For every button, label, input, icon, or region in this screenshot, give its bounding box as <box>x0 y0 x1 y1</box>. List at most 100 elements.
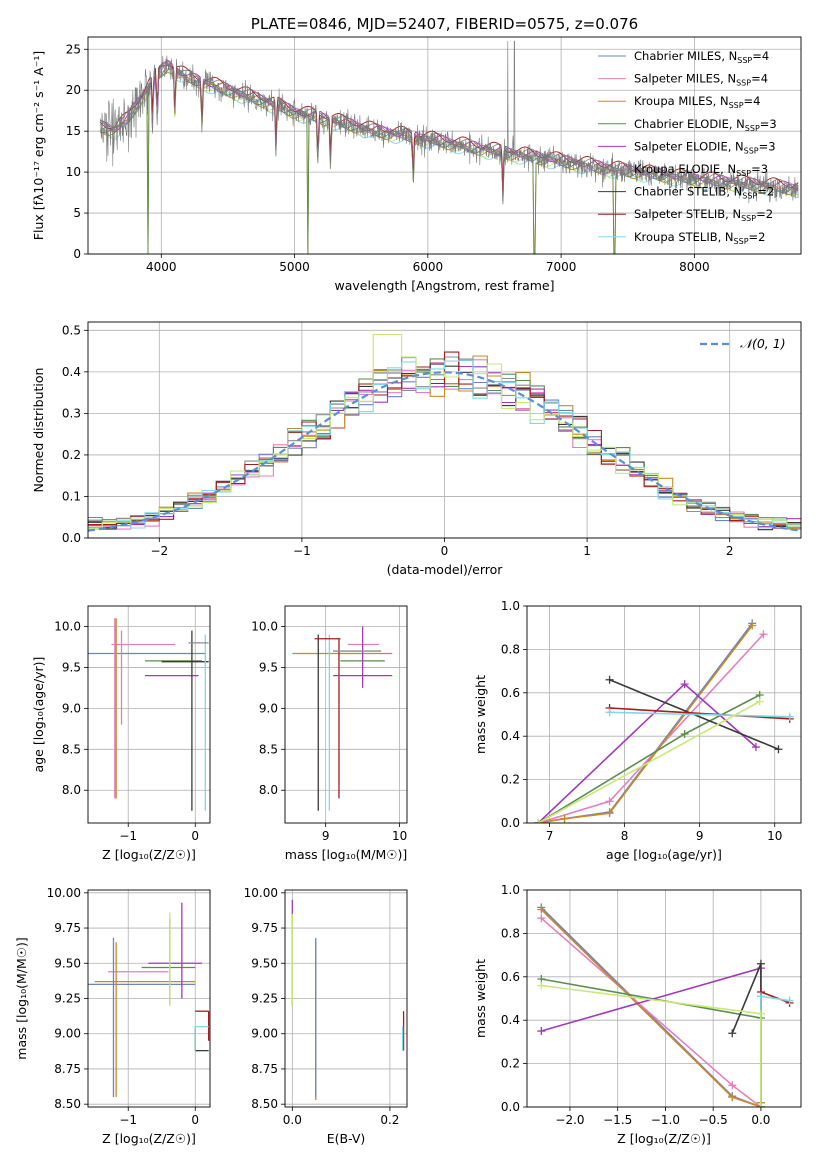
x-axis-label: Z [log₁₀(Z/Z☉)] <box>617 1131 711 1146</box>
y-tick-label: 0.4 <box>501 1013 520 1027</box>
y-tick-label: 0.6 <box>501 686 520 700</box>
legend-nssp-subscript: SSP <box>744 146 759 155</box>
x-tick-label: −0.5 <box>699 1113 728 1127</box>
y-axis-label: mass weight <box>473 675 488 754</box>
weight-marker <box>680 730 689 739</box>
x-tick-label: 8000 <box>679 260 710 274</box>
y-tick-label: 8.75 <box>54 1062 81 1076</box>
y-tick-label: 1.0 <box>501 883 520 897</box>
legend-nssp-prefix: , N <box>720 72 736 86</box>
axes-residuals: −2 −1 0 1 2 0.0 0.1 0.2 0.3 0.4 0.5 (data-model)/er… <box>31 323 734 577</box>
legend-nssp-subscript: SSP <box>736 79 751 88</box>
weight-marker <box>537 1027 546 1036</box>
x-tick-label: 9 <box>696 829 704 843</box>
x-tick-label: 0.0 <box>283 1113 302 1127</box>
panel-mass-weight-vs-z: −2.0 −1.5 −1.0 −0.5 0.0 0.0 0.2 0.4 0.6 0.8 1.0 Z [… <box>473 883 802 1146</box>
y-tick-label: 9.0 <box>62 701 81 715</box>
weight-marker <box>728 1081 737 1090</box>
weight-marker <box>534 819 543 823</box>
legend-label-5: Kroupa ELODIE, NSSP=3 <box>634 162 768 178</box>
x-tick-label: 0 <box>191 1113 199 1127</box>
legend-nssp-prefix: , N <box>729 117 745 131</box>
y-tick-label: 0 <box>73 247 81 261</box>
weight-marker <box>605 809 614 818</box>
weight-line-4 <box>537 683 757 823</box>
grid-mass-vs-ebv <box>285 890 407 1107</box>
panel-age-vs-z: −1 0 8.0 8.5 9.0 9.5 10.0 Z [log₁₀(Z/Z☉)] age [l… <box>31 605 211 862</box>
y-tick-label: 9.5 <box>259 660 278 674</box>
panel-spectrum: 4000 5000 6000 7000 8000 0 5 10 15 20 25 wavelength… <box>31 15 802 293</box>
y-tick-label: 9.75 <box>54 921 81 935</box>
x-tick-label: −1 <box>293 544 311 558</box>
legend-label-6: Chabrier STELIB, NSSP=2 <box>634 185 774 201</box>
y-tick-label: 10.0 <box>251 619 278 633</box>
x-tick-label: 10 <box>767 829 782 843</box>
axes-spectrum: 4000 5000 6000 7000 8000 0 5 10 15 20 25 wavelength… <box>31 42 710 293</box>
x-tick-label: −1.0 <box>651 1113 680 1127</box>
weight-marker <box>605 708 614 717</box>
y-tick-label: 9.5 <box>62 660 81 674</box>
plot-area-residuals <box>88 333 801 532</box>
model-line-4 <box>99 60 799 191</box>
weight-line-2 <box>538 625 753 823</box>
weight-marker <box>605 797 614 806</box>
axes-frame <box>87 889 211 1108</box>
axes-mass-weight-vs-z: −2.0 −1.5 −1.0 −0.5 0.0 0.0 0.2 0.4 0.6 0.8 1.0 Z [… <box>473 883 770 1146</box>
y-tick-label: 0.2 <box>62 448 81 462</box>
y-tick-label: 8.5 <box>259 742 278 756</box>
legend-nssp-subscript: SSP <box>745 124 760 133</box>
weight-line-8 <box>537 700 761 823</box>
weight-marker <box>785 712 794 721</box>
histogram-9 <box>88 333 801 529</box>
y-tick-label: 0.2 <box>501 1057 520 1071</box>
weight-marker <box>751 743 760 752</box>
plot-area-mass-vs-z <box>88 902 210 1098</box>
weight-marker <box>756 959 765 968</box>
y-tick-label: 0.0 <box>62 531 81 545</box>
axes-age-vs-mass: 9 10 8.0 8.5 9.0 9.5 10.0 mass [log₁₀(M/M☉)] <box>251 619 407 862</box>
legend-series-name: Chabrier STELIB <box>634 185 726 199</box>
weight-marker <box>785 996 794 1005</box>
residual-legend: 𝒩(0, 1) <box>700 336 786 351</box>
plot-area-age-vs-mass <box>292 626 393 811</box>
legend-label-4: Salpeter ELODIE, NSSP=3 <box>634 139 776 155</box>
legend-nssp-value: =4 <box>744 94 761 108</box>
x-tick-label: −1 <box>119 829 137 843</box>
y-tick-label: 9.00 <box>251 1027 278 1041</box>
chart-title: PLATE=0846, MJD=52407, FIBERID=0575, z=0… <box>251 15 638 33</box>
grid-mass-vs-z <box>88 890 210 1107</box>
weight-marker <box>774 745 783 754</box>
y-tick-label: 0.1 <box>62 489 81 503</box>
plot-area-age-vs-z <box>88 618 209 811</box>
x-tick-label: 6000 <box>413 260 444 274</box>
x-tick-label: 0.0 <box>751 1113 770 1127</box>
panel-age-vs-mass: 9 10 8.0 8.5 9.0 9.5 10.0 mass [log₁₀(M/M☉)] <box>251 605 408 862</box>
legend-nssp-subscript: SSP <box>737 56 752 65</box>
x-axis-label: mass [log₁₀(M/M☉)] <box>285 847 407 862</box>
legend-nssp-prefix: , N <box>725 207 741 221</box>
plot-area-mass-vs-ebv <box>291 899 405 1100</box>
y-tick-label: 8.50 <box>54 1097 81 1111</box>
x-tick-label: 8 <box>621 829 629 843</box>
y-tick-label: 10 <box>66 165 81 179</box>
x-tick-label: −1 <box>119 1113 137 1127</box>
y-tick-label: 8.0 <box>259 783 278 797</box>
legend-nssp-subscript: SSP <box>736 169 751 178</box>
legend-series-name: Salpeter STELIB <box>634 207 725 221</box>
legend-nssp-value: =2 <box>749 230 766 244</box>
axes-frame <box>284 889 408 1108</box>
weight-line-6 <box>609 707 790 720</box>
y-axis-label: mass [log₁₀(M/M☉)] <box>14 937 29 1059</box>
y-tick-label: 9.0 <box>259 701 278 715</box>
y-tick-label: 0.3 <box>62 406 81 420</box>
x-tick-label: −1.5 <box>603 1113 632 1127</box>
x-tick-label: 2 <box>726 544 734 558</box>
y-tick-label: 0.5 <box>62 323 81 337</box>
y-tick-label: 20 <box>66 83 81 97</box>
legend-series-name: Kroupa STELIB <box>634 230 718 244</box>
weight-line-7 <box>760 995 790 1107</box>
y-axis-label: Flux [fλ10⁻¹⁷ erg cm⁻² s⁻¹ A⁻¹] <box>31 51 46 240</box>
y-tick-label: 5 <box>73 206 81 220</box>
weight-marker <box>759 630 768 639</box>
